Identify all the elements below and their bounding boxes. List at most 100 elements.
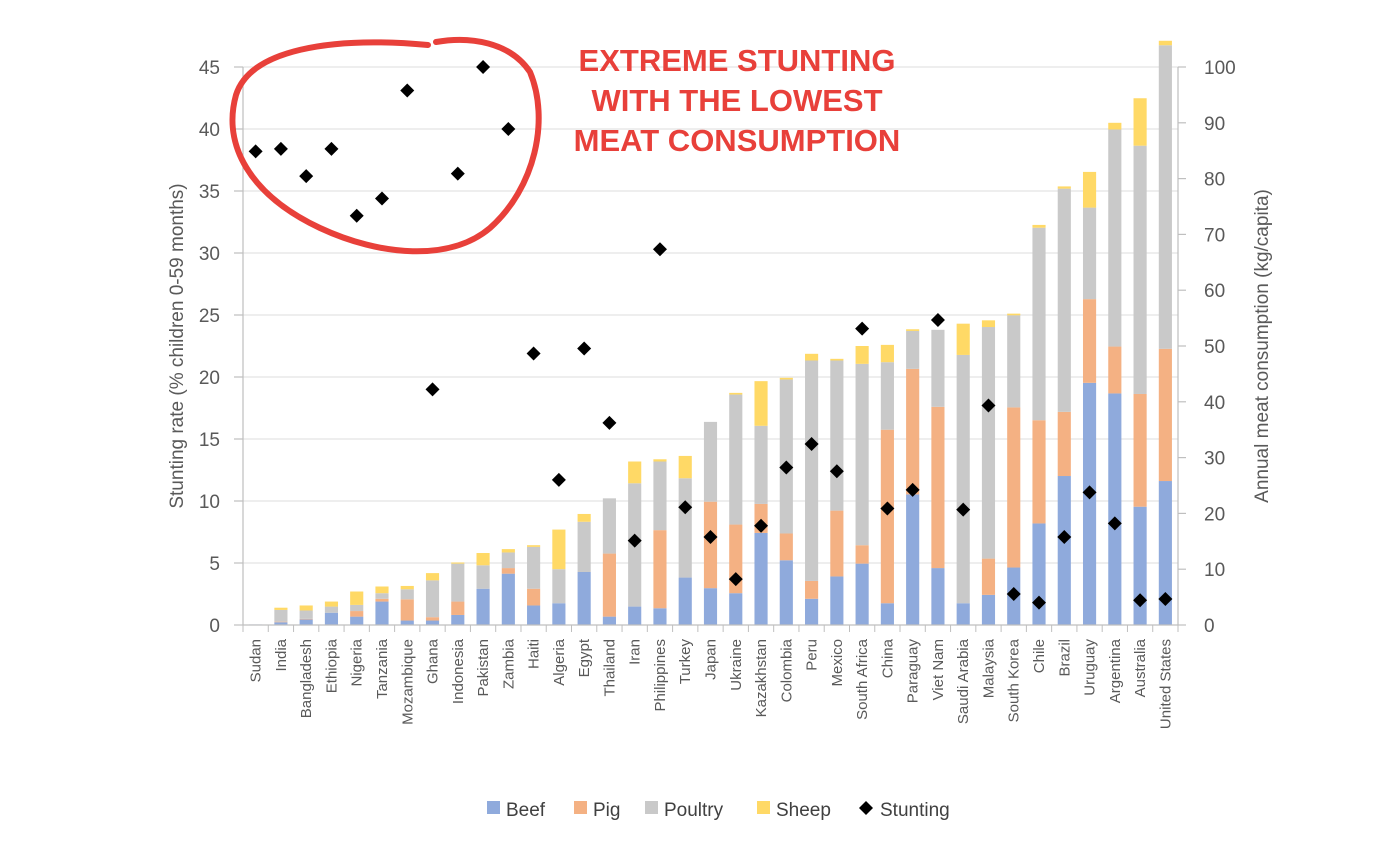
legend: Beef Pig Poultry Sheep Stunting (487, 800, 950, 821)
bar-sheep-argentina (1108, 122, 1122, 130)
stunting-point-iran (627, 533, 642, 548)
bar-poultry-malaysia (981, 327, 996, 559)
bar-beef-algeria (552, 603, 566, 625)
category-label-iran: Iran (627, 639, 644, 665)
bar-sheep-paraguay (906, 329, 920, 331)
bar-sheep-indonesia (451, 562, 465, 564)
bar-beef-brazil (1057, 476, 1071, 625)
category-label-colombia: Colombia (778, 638, 795, 702)
bar-pig-nigeria (350, 611, 364, 617)
stunting-point-kazakhstan (754, 518, 769, 533)
right-axis-title: Annual meat consumption (kg/capita) (1252, 189, 1273, 503)
stunting-point-india (273, 141, 288, 156)
category-label-saudi-arabia: Saudi Arabia (955, 638, 972, 724)
highlight-circle (229, 36, 542, 255)
category-label-japan: Japan (703, 639, 720, 680)
bar-sheep-colombia (779, 377, 793, 380)
stunting-point-south-africa (855, 321, 870, 336)
stunting-point-paraguay (905, 482, 920, 497)
legend-swatch-pig (574, 801, 587, 814)
bar-poultry-turkey (678, 478, 692, 578)
bar-pig-viet-nam (931, 406, 945, 569)
bar-poultry-algeria (552, 569, 566, 604)
legend-swatch-poultry (645, 801, 658, 814)
category-labels: Sudan India Bangladesh Ethiopia Nigeria Tanza… (248, 638, 1175, 729)
bar-beef-india (274, 622, 288, 625)
left-axis-title: Stunting rate (% children 0-59 months) (167, 183, 188, 508)
bar-poultry-nigeria (350, 604, 364, 612)
bar-poultry-united-states (1158, 45, 1172, 349)
bar-pig-zambia (501, 568, 515, 574)
bar-beef-zambia (501, 573, 515, 625)
bar-pig-japan (703, 501, 718, 589)
bar-pig-south-africa (855, 545, 869, 564)
bar-pig-mozambique (400, 599, 414, 621)
bar-poultry-bangladesh (299, 610, 313, 619)
bar-poultry-australia (1133, 145, 1147, 394)
bar-sheep-mexico (830, 358, 844, 361)
left-tick-label: 45 (199, 58, 220, 79)
bar-sheep-south-africa (855, 346, 869, 364)
legend-swatch-sheep (757, 801, 770, 814)
category-label-malaysia: Malaysia (980, 638, 997, 698)
bar-sheep-kazakhstan (754, 381, 768, 426)
bar-pig-argentina (1108, 346, 1122, 394)
category-label-thailand: Thailand (601, 639, 618, 697)
category-label-pakistan: Pakistan (475, 639, 492, 697)
bar-poultry-viet-nam (931, 329, 945, 407)
bar-pig-chile (1032, 420, 1046, 524)
bar-beef-bangladesh (299, 619, 313, 625)
bar-sheep-chile (1032, 224, 1046, 228)
bar-pig-thailand (602, 553, 616, 617)
bar-sheep-algeria (552, 529, 566, 570)
stunting-point-australia (1133, 593, 1148, 608)
bar-beef-uruguay (1082, 382, 1097, 625)
stunting-point-united-states (1158, 591, 1173, 606)
bar-poultry-ukraine (729, 394, 743, 525)
bar-poultry-saudi-arabia (956, 354, 970, 604)
bar-poultry-tanzania (375, 593, 389, 599)
category-label-ethiopia: Ethiopia (323, 638, 340, 693)
bar-poultry-south-africa (855, 363, 869, 546)
stunting-point-viet-nam (930, 312, 945, 327)
stunting-point-tanzania (374, 191, 389, 206)
bar-sheep-saudi-arabia (956, 323, 970, 355)
stunting-point-turkey (678, 500, 693, 515)
category-label-sudan: Sudan (248, 639, 265, 682)
category-label-south-africa: South Africa (854, 638, 871, 720)
stunting-point-sudan (248, 144, 263, 159)
annotation-line-3: MEAT CONSUMPTION (574, 123, 901, 158)
bar-sheep-uruguay (1082, 171, 1097, 208)
category-label-ghana: Ghana (425, 638, 442, 684)
category-label-india: India (273, 638, 290, 671)
stunting-point-japan (703, 529, 718, 544)
legend-marker-stunting (859, 801, 873, 815)
legend-label-pig: Pig (593, 800, 620, 821)
stunting-point-ghana (425, 382, 440, 397)
bar-beef-chile (1032, 523, 1046, 625)
stunting-point-ukraine (728, 572, 743, 587)
category-label-brazil: Brazil (1056, 639, 1073, 677)
left-tick-label: 30 (199, 244, 220, 265)
bar-pig-peru (805, 580, 819, 599)
left-tick-label: 5 (209, 554, 220, 575)
bar-beef-kazakhstan (754, 532, 768, 625)
right-tick-label: 70 (1204, 225, 1225, 246)
bar-pig-mexico (830, 510, 844, 577)
bar-sheep-nigeria (350, 591, 364, 605)
bar-poultry-india (274, 609, 288, 622)
bar-beef-haiti (527, 605, 541, 625)
category-label-australia: Australia (1132, 638, 1149, 697)
legend-label-sheep: Sheep (776, 800, 831, 821)
bar-poultry-brazil (1057, 188, 1071, 412)
bar-beef-ukraine (729, 593, 743, 625)
bar-sheep-south-korea (1007, 313, 1021, 316)
bar-sheep-mozambique (400, 585, 414, 590)
bar-sheep-philippines (653, 459, 667, 462)
category-label-peru: Peru (804, 639, 821, 671)
bar-beef-malaysia (981, 594, 996, 625)
bar-beef-mozambique (400, 620, 414, 625)
stunting-point-thailand (602, 415, 617, 430)
left-tick-label: 35 (199, 182, 220, 203)
bar-pig-china (880, 429, 894, 604)
